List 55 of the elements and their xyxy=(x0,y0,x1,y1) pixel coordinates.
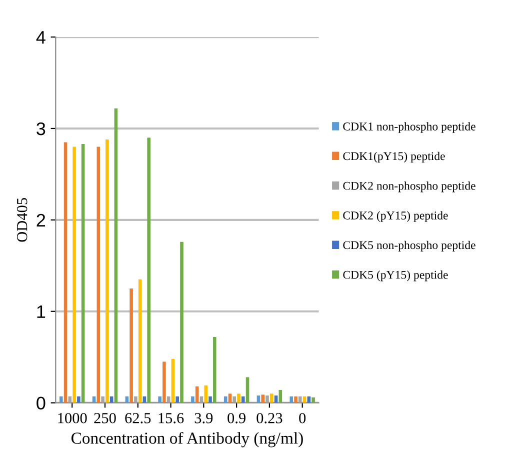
y-tick-label: 1 xyxy=(37,305,46,318)
bar xyxy=(246,377,250,403)
x-tick-label: 3.9 xyxy=(194,413,213,424)
bar xyxy=(147,138,150,403)
bar xyxy=(191,396,194,403)
bar xyxy=(72,146,76,403)
legend-label: CDK1 non-phospho peptide xyxy=(343,122,476,133)
x-tick-label: 62.5 xyxy=(125,413,151,424)
legend-label: CDK2 non-phospho peptide xyxy=(343,181,476,192)
bar xyxy=(294,396,298,403)
bar xyxy=(130,288,133,403)
x-tick-label: 250 xyxy=(94,412,116,424)
y-axis-title: OD405 xyxy=(16,198,28,242)
bar xyxy=(204,385,208,403)
bar xyxy=(261,394,265,403)
bar xyxy=(270,394,274,403)
x-tick-label: 0.9 xyxy=(228,412,246,424)
bar xyxy=(77,396,80,403)
x-tick-label: 15.6 xyxy=(158,413,184,424)
bar xyxy=(162,362,166,403)
bar xyxy=(290,396,294,403)
bar xyxy=(138,279,142,403)
bar xyxy=(81,144,85,403)
bar xyxy=(237,394,240,403)
y-tick-label: 4 xyxy=(36,31,46,44)
bar xyxy=(114,108,118,403)
x-tick-label: 0.23 xyxy=(256,412,282,424)
bar xyxy=(158,396,162,403)
bar xyxy=(266,395,269,403)
legend-label: CDK5 non-phospho peptide xyxy=(343,240,476,252)
legend-label: CDK5 (pY15) peptide xyxy=(343,270,448,282)
bar xyxy=(101,396,104,403)
bar xyxy=(171,358,175,403)
bar xyxy=(64,142,68,403)
bar xyxy=(232,396,236,403)
bar xyxy=(180,242,184,403)
x-axis-title: Concentration of Antibody (ng/ml) xyxy=(71,432,303,448)
bar xyxy=(298,396,302,403)
bar xyxy=(312,397,315,403)
bar xyxy=(228,394,232,403)
bar xyxy=(106,139,109,403)
y-tick-label: 2 xyxy=(36,214,46,226)
y-tick-label: 0 xyxy=(36,396,46,410)
bar xyxy=(134,396,138,403)
legend-label: CDK2 (pY15) peptide xyxy=(343,211,448,222)
x-tick-label: 0 xyxy=(299,412,306,424)
y-tick-label: 3 xyxy=(36,122,46,136)
bar xyxy=(241,396,245,403)
bar xyxy=(208,396,212,403)
bar xyxy=(212,336,216,403)
x-tick-label: 1000 xyxy=(58,412,87,424)
legend-label: CDK1(pY15) peptide xyxy=(343,152,445,163)
bar xyxy=(59,396,63,403)
bar xyxy=(176,396,179,403)
bar xyxy=(96,146,100,403)
